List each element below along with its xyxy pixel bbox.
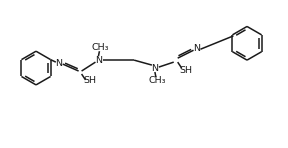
Text: N: N	[95, 56, 102, 65]
Text: SH: SH	[83, 76, 96, 85]
Text: N: N	[55, 59, 62, 68]
Text: N: N	[151, 63, 158, 73]
Text: SH: SH	[179, 66, 192, 75]
Text: CH₃: CH₃	[148, 76, 166, 85]
Text: N: N	[193, 44, 200, 53]
Text: CH₃: CH₃	[92, 43, 109, 52]
